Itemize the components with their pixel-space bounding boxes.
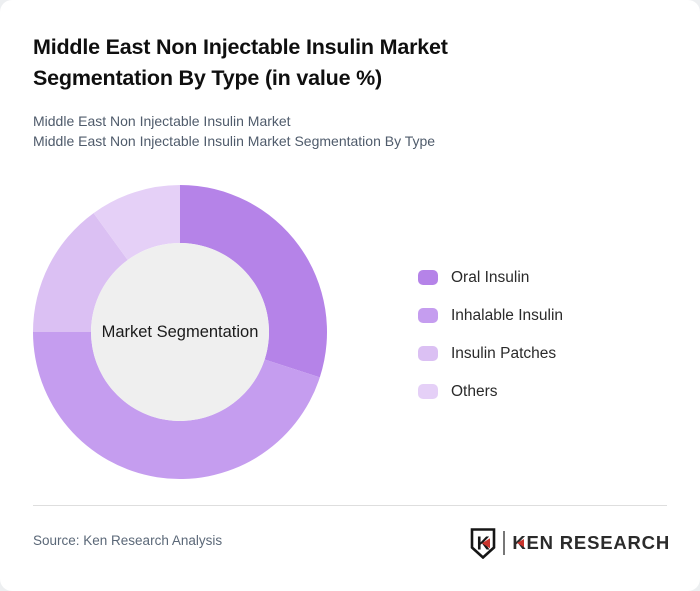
legend-item-oral-insulin[interactable]: Oral Insulin xyxy=(418,268,563,287)
legend: Oral Insulin Inhalable Insulin Insulin Pat… xyxy=(418,268,563,420)
source-text: Source: Ken Research Analysis xyxy=(33,533,223,548)
footer-divider xyxy=(33,505,667,506)
ken-research-logo: K KEN RESEARCH xyxy=(470,527,670,559)
donut-segment-others[interactable] xyxy=(93,185,180,260)
legend-label: Insulin Patches xyxy=(451,344,557,362)
legend-swatch xyxy=(418,308,438,323)
chart-subtitle: Middle East Non Injectable Insulin Marke… xyxy=(33,111,435,151)
donut-segment-inhalable-insulin[interactable] xyxy=(33,332,320,480)
ken-research-shield-icon: K xyxy=(471,527,496,559)
legend-item-insulin-patches[interactable]: Insulin Patches xyxy=(418,344,563,363)
chart-subtitle-line2: Middle East Non Injectable Insulin Marke… xyxy=(33,133,436,149)
donut-chart xyxy=(33,185,328,480)
donut-chart-area: Market Segmentation xyxy=(32,184,328,480)
donut-segment-insulin-patches[interactable] xyxy=(33,213,128,332)
donut-segment-oral-insulin[interactable] xyxy=(180,185,328,378)
legend-label: Others xyxy=(451,382,498,400)
logo-divider xyxy=(503,531,506,555)
donut-hole xyxy=(91,243,269,421)
legend-swatch xyxy=(418,270,438,285)
logo-k-red-triangle-icon xyxy=(517,539,525,547)
legend-label: Inhalable Insulin xyxy=(451,306,564,324)
ken-research-wordmark: KEN RESEARCH xyxy=(512,532,670,554)
logo-emblem-triangle-icon xyxy=(482,537,491,548)
legend-swatch xyxy=(418,346,438,361)
chart-title: Middle East Non Injectable Insulin Marke… xyxy=(33,35,448,90)
donut-center-label: Market Segmentation xyxy=(101,323,259,341)
legend-item-others[interactable]: Others xyxy=(418,382,563,401)
chart-subtitle-line1: Middle East Non Injectable Insulin Marke… xyxy=(33,113,291,129)
legend-label: Oral Insulin xyxy=(451,268,530,286)
legend-item-inhalable-insulin[interactable]: Inhalable Insulin xyxy=(418,306,563,325)
legend-swatch xyxy=(418,384,438,399)
wordmark-text: KEN RESEARCH xyxy=(512,532,670,553)
